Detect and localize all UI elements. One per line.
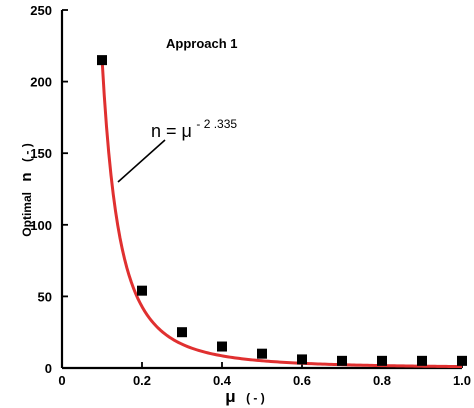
x-tick-label: 0.4 [213,373,232,388]
y-axis-label-unit: ( - ) [20,143,34,162]
data-point [257,348,267,359]
data-points [97,55,467,366]
equation-leader-line [117,139,166,183]
x-tick-label: 0 [58,373,65,388]
y-tick-label: 200 [30,75,52,90]
fit-equation: n = μ - 2 .335 [151,117,237,141]
data-point [177,327,187,338]
y-axis-label-symbol: n [18,172,35,181]
data-point [457,355,467,366]
y-tick-label: 0 [45,361,52,376]
y-tick-label: 50 [38,289,52,304]
fit-equation-lhs: n = μ [151,121,192,141]
x-tick-label: 0.2 [133,373,151,388]
fit-curve [100,58,463,369]
data-point [217,341,227,352]
x-axis-label: μ ( - ) [225,387,265,406]
x-tick-label: 1.0 [453,373,471,388]
ticks: 0 50 100 150 200 250 0 0.2 0.4 0.6 0.8 1.0 [30,3,471,388]
x-axis-label-symbol: μ [225,387,235,406]
data-point [137,285,147,296]
y-tick-label: 150 [30,146,52,161]
fit-equation-exponent: - 2 .335 [196,117,237,131]
y-tick-label: 250 [30,3,52,18]
y-axis-label-text: Optimal [20,192,34,237]
data-point [97,55,107,66]
axes [60,10,462,370]
data-point [297,354,307,365]
data-point [377,355,387,366]
fit-curve-group [100,58,463,369]
y-tick-label: 100 [30,218,52,233]
x-tick-label: 0.6 [293,373,311,388]
annotation: Approach 1 [166,36,238,51]
svg-text:Optimal n ( - ): Optimal n ( - ) [18,143,35,236]
data-point [337,355,347,366]
x-tick-label: 0.8 [373,373,391,388]
y-axis-label: Optimal n ( - ) [18,143,35,236]
x-axis-label-unit: ( - ) [246,391,265,405]
data-point [417,355,427,366]
